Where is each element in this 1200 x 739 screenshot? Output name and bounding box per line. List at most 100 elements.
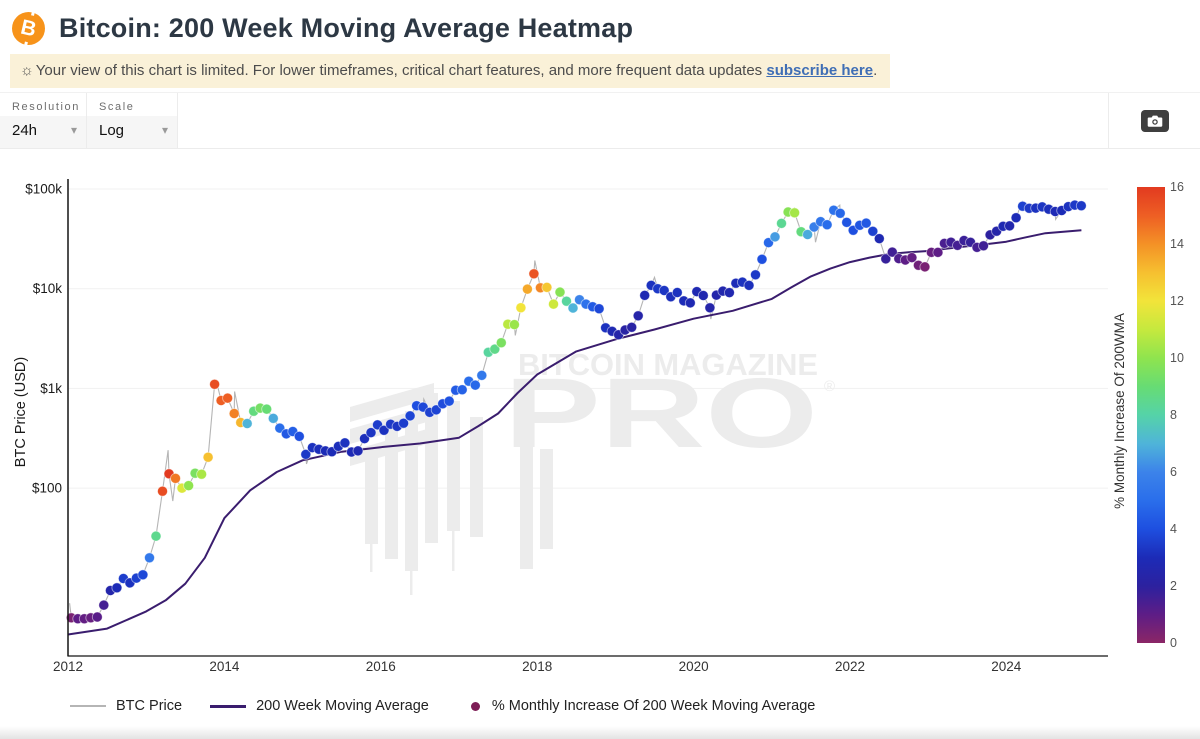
- scatter-point[interactable]: [378, 424, 390, 436]
- svg-text:6: 6: [1170, 465, 1177, 479]
- scatter-point[interactable]: [561, 295, 572, 307]
- scatter-point[interactable]: [697, 290, 709, 301]
- scatter-point[interactable]: [724, 287, 735, 299]
- scatter-point[interactable]: [241, 418, 253, 429]
- scatter-point[interactable]: [222, 392, 234, 404]
- scatter-point[interactable]: [398, 417, 410, 429]
- scatter-point[interactable]: [684, 297, 696, 309]
- scatter-point[interactable]: [541, 281, 553, 293]
- colorbar: 0 2 4 6 8 10 12 14 16 % Monthly Increase Of 200WM…: [1112, 180, 1184, 650]
- scatter-point[interactable]: [802, 229, 813, 240]
- scatter-point[interactable]: [834, 207, 846, 219]
- scatter-point[interactable]: [365, 427, 377, 439]
- scatter-point[interactable]: [789, 207, 800, 219]
- scatter-point[interactable]: [476, 369, 488, 381]
- scale-dropdown[interactable]: Scale Log ▾: [87, 93, 178, 148]
- scatter-point[interactable]: [626, 321, 638, 333]
- scatter-point[interactable]: [567, 302, 579, 314]
- scatter-point[interactable]: [228, 408, 240, 419]
- page-bottom-gradient: [0, 726, 1200, 739]
- y-axis-ticks: $100k $10k $1k $100: [25, 182, 62, 496]
- scatter-point[interactable]: [932, 247, 944, 258]
- scatter-point[interactable]: [821, 219, 833, 231]
- scatter-point[interactable]: [404, 410, 416, 422]
- scale-value-row[interactable]: Log ▾: [87, 116, 177, 148]
- scatter-point[interactable]: [776, 218, 787, 229]
- scatter-point[interactable]: [157, 485, 168, 497]
- scatter-point[interactable]: [906, 252, 918, 263]
- scatter-point[interactable]: [202, 451, 214, 463]
- scatter-point[interactable]: [841, 217, 853, 228]
- scatter-point[interactable]: [978, 240, 989, 252]
- scatter-point[interactable]: [509, 319, 520, 331]
- scatter-point[interactable]: [671, 287, 683, 298]
- scatter-point[interactable]: [528, 268, 540, 280]
- scatter-point[interactable]: [554, 286, 566, 298]
- scatter-point[interactable]: [339, 437, 351, 449]
- notice-banner: ☼ Your view of this chart is limited. For…: [10, 54, 891, 88]
- svg-text:$100k: $100k: [25, 182, 62, 197]
- scatter-point[interactable]: [867, 225, 879, 237]
- scatter-point[interactable]: [886, 246, 898, 258]
- bitcoin-logo-icon: B: [12, 11, 45, 45]
- scatter-point[interactable]: [522, 283, 533, 295]
- legend-item-btc-price[interactable]: BTC Price: [70, 698, 182, 714]
- resolution-dropdown[interactable]: Resolution 24h ▾: [0, 93, 87, 148]
- scatter-point[interactable]: [293, 430, 305, 442]
- legend-item-200wma[interactable]: 200 Week Moving Average: [210, 698, 429, 714]
- scatter-point[interactable]: [704, 302, 716, 314]
- scatter-point[interactable]: [639, 289, 651, 301]
- gridlines: [68, 188, 1108, 489]
- scatter-point[interactable]: [658, 285, 670, 296]
- scatter-point[interactable]: [98, 599, 110, 611]
- toolbar: Resolution 24h ▾ Scale Log ▾: [0, 92, 1200, 149]
- chart-legend: BTC Price 200 Week Moving Average % Mont…: [0, 686, 1200, 714]
- scatter-point[interactable]: [632, 310, 644, 322]
- scatter-point[interactable]: [515, 302, 527, 314]
- watermark-reg-mark: ®: [824, 378, 835, 395]
- scatter-point[interactable]: [769, 231, 781, 243]
- scatter-point[interactable]: [170, 472, 181, 484]
- scatter-point[interactable]: [548, 298, 559, 310]
- scatter-point[interactable]: [750, 269, 761, 281]
- scatter-point[interactable]: [300, 448, 312, 460]
- scatter-point[interactable]: [196, 468, 208, 480]
- scatter-point[interactable]: [144, 552, 155, 564]
- scatter-point[interactable]: [91, 611, 103, 623]
- scatter-point[interactable]: [261, 403, 273, 415]
- scatter-point[interactable]: [443, 395, 455, 407]
- scatter-point[interactable]: [593, 303, 605, 315]
- scatter-point[interactable]: [150, 530, 162, 542]
- scatter-point[interactable]: [873, 233, 885, 244]
- scatter-point[interactable]: [919, 261, 931, 273]
- scatter-point[interactable]: [1010, 212, 1022, 224]
- scatter-point[interactable]: [456, 384, 468, 396]
- x-axis-ticks: 2012 2014 2016 2018 2020 2022 2024: [53, 659, 1022, 674]
- scatter-point[interactable]: [183, 480, 195, 492]
- svg-text:$1k: $1k: [40, 381, 62, 396]
- svg-text:12: 12: [1170, 294, 1184, 308]
- scatter-point[interactable]: [137, 569, 149, 581]
- screenshot-area: [1108, 93, 1200, 148]
- wma-line-swatch: [210, 704, 247, 708]
- scatter-point[interactable]: [495, 337, 507, 349]
- svg-text:4: 4: [1170, 522, 1177, 536]
- scatter-point[interactable]: [111, 582, 123, 594]
- scatter-point[interactable]: [860, 217, 872, 229]
- scatter-point[interactable]: [756, 253, 768, 265]
- resolution-value-row[interactable]: 24h ▾: [0, 116, 86, 148]
- legend-item-monthly-increase[interactable]: % Monthly Increase Of 200 Week Moving Av…: [457, 698, 815, 714]
- monthly-increase-dot-swatch: [470, 701, 480, 711]
- scatter-point[interactable]: [209, 378, 221, 390]
- svg-text:8: 8: [1170, 408, 1177, 422]
- scatter-point[interactable]: [267, 412, 279, 424]
- scatter-point[interactable]: [469, 379, 481, 391]
- scatter-point[interactable]: [1004, 220, 1015, 232]
- scatter-point[interactable]: [1075, 200, 1087, 212]
- scatter-point[interactable]: [880, 253, 892, 265]
- screenshot-button[interactable]: [1140, 109, 1169, 132]
- scatter-point[interactable]: [743, 279, 755, 291]
- subscribe-link[interactable]: subscribe here: [766, 62, 874, 79]
- scatter-point[interactable]: [352, 445, 364, 457]
- scatter-point[interactable]: [489, 343, 501, 355]
